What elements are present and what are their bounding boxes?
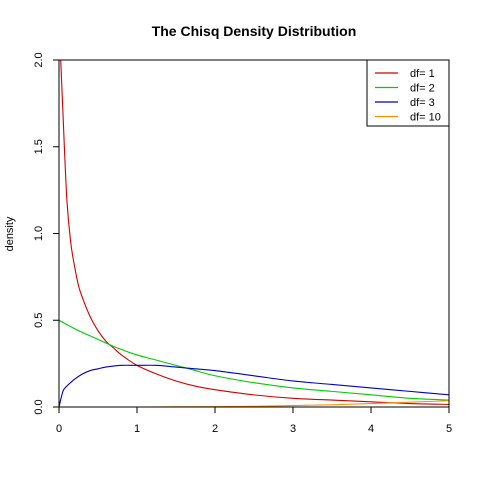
y-tick-label: 0.5 [33,313,45,328]
legend-label: df= 2 [410,83,435,95]
x-tick-label: 4 [368,423,374,435]
legend-label: df= 10 [410,112,441,124]
x-tick-label: 3 [290,423,296,435]
x-axis: 0 1 2 3 4 5 [56,406,452,435]
x-tick-label: 0 [56,423,62,435]
y-axis-label: density [4,216,16,251]
y-tick-label: 1.5 [33,139,45,154]
chart-title: The Chisq Density Distribution [152,23,357,39]
y-axis: 0.0 0.5 1.0 1.5 2.0 [33,52,60,415]
legend-label: df= 3 [410,97,435,109]
series-line-df1 [60,60,449,405]
y-tick-label: 1.0 [33,226,45,241]
x-tick-label: 2 [212,423,218,435]
x-tick-label: 1 [134,423,140,435]
plot-lines [59,60,449,407]
series-line-df2 [59,319,449,401]
y-tick-label: 0.0 [33,399,45,414]
series-line-df10 [59,400,449,407]
plot-box [58,59,450,408]
series-line-df3 [59,364,449,407]
legend-label: df= 1 [410,68,435,80]
legend-box [366,59,450,127]
x-tick-label: 5 [446,423,452,435]
legend: df= 1 df= 2 df= 3 df= 10 [366,59,450,127]
y-tick-label: 2.0 [33,52,45,67]
